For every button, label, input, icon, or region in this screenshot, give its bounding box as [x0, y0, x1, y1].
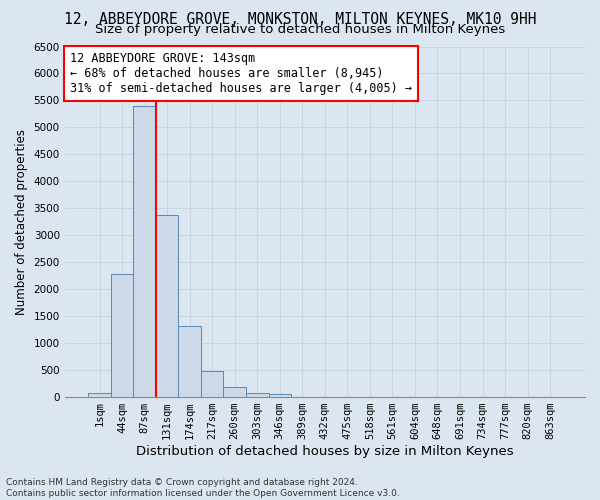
Bar	[269, 394, 291, 396]
Bar	[133, 106, 156, 397]
Text: 12, ABBEYDORE GROVE, MONKSTON, MILTON KEYNES, MK10 9HH: 12, ABBEYDORE GROVE, MONKSTON, MILTON KE…	[64, 12, 536, 28]
Bar	[156, 214, 178, 396]
Text: 12 ABBEYDORE GROVE: 143sqm
← 68% of detached houses are smaller (8,945)
31% of s: 12 ABBEYDORE GROVE: 143sqm ← 68% of deta…	[70, 52, 412, 95]
Bar	[201, 370, 223, 396]
Bar	[88, 393, 111, 396]
Bar	[178, 326, 201, 396]
Bar	[111, 274, 133, 396]
Bar	[223, 387, 246, 396]
Text: Contains HM Land Registry data © Crown copyright and database right 2024.
Contai: Contains HM Land Registry data © Crown c…	[6, 478, 400, 498]
Bar	[246, 392, 269, 396]
Y-axis label: Number of detached properties: Number of detached properties	[15, 128, 28, 314]
X-axis label: Distribution of detached houses by size in Milton Keynes: Distribution of detached houses by size …	[136, 444, 514, 458]
Text: Size of property relative to detached houses in Milton Keynes: Size of property relative to detached ho…	[95, 22, 505, 36]
